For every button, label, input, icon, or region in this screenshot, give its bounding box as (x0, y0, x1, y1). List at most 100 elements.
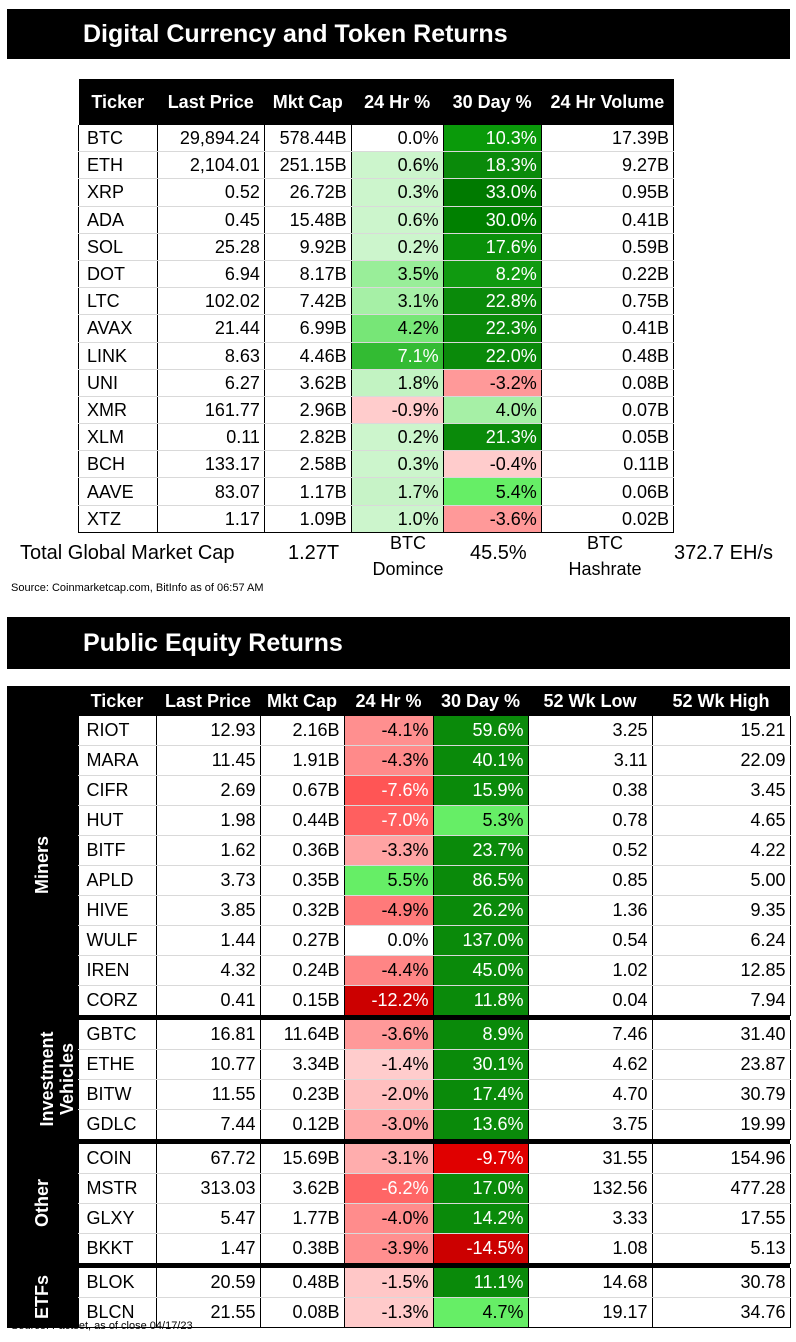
cell-mkt-cap: 1.09B (264, 505, 352, 533)
cell-change-30d: 59.6% (433, 716, 529, 746)
cell-mkt-cap: 7.42B (264, 287, 352, 316)
cell-ticker: BTC (78, 125, 158, 153)
equity-row: CORZ 0.41 0.15B -12.2% 11.8% 0.04 7.94 (7, 985, 791, 1016)
cell-high-52wk: 12.85 (652, 955, 791, 986)
cell-mkt-cap: 0.08B (260, 1297, 345, 1328)
cell-ticker: RIOT (77, 716, 157, 746)
crypto-row: ETH 2,104.01 251.15B 0.6% 18.3% 9.27B (78, 151, 675, 180)
cell-mkt-cap: 0.67B (260, 775, 345, 806)
cell-change-24h: 0.2% (351, 233, 444, 261)
cell-high-52wk: 477.28 (652, 1173, 791, 1204)
cell-ticker: CORZ (77, 985, 157, 1016)
cell-change-24h: -0.9% (351, 396, 444, 425)
equity-row: HIVE 3.85 0.32B -4.9% 26.2% 1.36 9.35 (7, 895, 791, 926)
cell-change-30d: 33.0% (443, 178, 542, 207)
cell-low-52wk: 0.38 (528, 775, 653, 806)
cell-low-52wk: 1.36 (528, 895, 653, 926)
cell-ticker: BLCN (77, 1297, 157, 1328)
crypto-row: LINK 8.63 4.46B 7.1% 22.0% 0.48B (78, 342, 675, 370)
equity-row: BLCN 21.55 0.08B -1.3% 4.7% 19.17 34.76 (7, 1297, 791, 1328)
equity-returns-table: Ticker Last Price Mkt Cap 24 Hr % 30 Day % 52… (7, 686, 791, 1328)
cell-mkt-cap: 11.64B (260, 1020, 345, 1050)
group-separator-cell (7, 1139, 790, 1144)
cell-change-30d: 4.0% (443, 396, 542, 425)
cell-low-52wk: 0.85 (528, 865, 653, 896)
cell-change-30d: 14.2% (433, 1203, 529, 1234)
equity-row: GLXY 5.47 1.77B -4.0% 14.2% 3.33 17.55 (7, 1203, 791, 1234)
btc-hashrate-value: 372.7 EH/s (674, 542, 773, 564)
cell-mkt-cap: 0.24B (260, 955, 345, 986)
btc-dominance-label: BTC Domince (363, 530, 453, 582)
cell-ticker: XTZ (78, 505, 158, 533)
cell-volume-24h: 0.08B (541, 369, 675, 397)
cell-change-24h: -3.9% (344, 1233, 434, 1264)
cell-low-52wk: 132.56 (528, 1173, 653, 1204)
cell-change-24h: -4.3% (344, 745, 434, 776)
cell-change-24h: -1.4% (344, 1049, 434, 1080)
cell-change-30d: 30.1% (433, 1049, 529, 1080)
header-change-24h: 24 Hr % (351, 79, 444, 125)
cell-mkt-cap: 0.27B (260, 925, 345, 956)
cell-mkt-cap: 0.35B (260, 865, 345, 896)
cell-change-24h: 0.3% (351, 178, 444, 207)
cell-change-24h: -3.6% (344, 1020, 434, 1050)
cell-change-30d: 18.3% (443, 151, 542, 180)
cell-last-price: 0.11 (157, 423, 265, 452)
cell-high-52wk: 34.76 (652, 1297, 791, 1328)
cell-change-24h: -1.3% (344, 1297, 434, 1328)
cell-ticker: BLOK (77, 1268, 157, 1298)
cell-last-price: 16.81 (156, 1020, 261, 1050)
cell-ticker: GLXY (77, 1203, 157, 1234)
cell-high-52wk: 5.00 (652, 865, 791, 896)
cell-mkt-cap: 3.62B (260, 1173, 345, 1204)
header-change-30d: 30 Day % (443, 79, 542, 125)
equity-header-row: Ticker Last Price Mkt Cap 24 Hr % 30 Day % 52… (7, 686, 790, 716)
cell-ticker: IREN (77, 955, 157, 986)
cell-last-price: 67.72 (156, 1144, 261, 1174)
group-label-text: Other (32, 1179, 53, 1228)
cell-change-30d: 5.3% (433, 805, 529, 836)
cell-ticker: APLD (77, 865, 157, 896)
cell-last-price: 83.07 (157, 477, 265, 506)
cell-change-24h: 1.7% (351, 477, 444, 506)
cell-ticker: MARA (77, 745, 157, 776)
cell-ticker: ETH (78, 151, 158, 180)
cell-ticker: HUT (77, 805, 157, 836)
cell-change-30d: -3.2% (443, 369, 542, 397)
cell-mkt-cap: 4.46B (264, 342, 352, 370)
cell-change-30d: 22.8% (443, 287, 542, 316)
cell-change-24h: -2.0% (344, 1079, 434, 1110)
cell-low-52wk: 3.25 (528, 716, 653, 746)
cell-last-price: 20.59 (156, 1268, 261, 1298)
cell-volume-24h: 17.39B (541, 125, 675, 153)
cell-last-price: 1.47 (156, 1233, 261, 1264)
cell-ticker: UNI (78, 369, 158, 397)
cell-mkt-cap: 2.16B (260, 716, 345, 746)
cell-change-30d: 15.9% (433, 775, 529, 806)
cell-high-52wk: 5.13 (652, 1233, 791, 1264)
crypto-row: SOL 25.28 9.92B 0.2% 17.6% 0.59B (78, 233, 675, 261)
cell-change-30d: 22.0% (443, 342, 542, 370)
cell-last-price: 10.77 (156, 1049, 261, 1080)
crypto-row: UNI 6.27 3.62B 1.8% -3.2% 0.08B (78, 369, 675, 397)
group-separator (7, 1015, 790, 1020)
cell-change-24h: 3.5% (351, 260, 444, 289)
group-separator (7, 1263, 790, 1268)
cell-last-price: 11.55 (156, 1079, 261, 1110)
cell-last-price: 1.98 (156, 805, 261, 836)
cell-volume-24h: 0.22B (541, 260, 675, 289)
header-last-price: Last Price (156, 686, 260, 716)
cell-mkt-cap: 2.58B (264, 450, 352, 479)
equity-row: ETFs BLOK 20.59 0.48B -1.5% 11.1% 14.68 30.78 (7, 1268, 791, 1328)
cell-mkt-cap: 6.99B (264, 314, 352, 343)
cell-change-30d: 17.0% (433, 1173, 529, 1204)
cell-low-52wk: 1.02 (528, 955, 653, 986)
cell-low-52wk: 4.70 (528, 1079, 653, 1110)
cell-mkt-cap: 8.17B (264, 260, 352, 289)
cell-last-price: 102.02 (157, 287, 265, 316)
cell-low-52wk: 4.62 (528, 1049, 653, 1080)
cell-change-24h: 3.1% (351, 287, 444, 316)
group-separator-cell (7, 1015, 790, 1020)
equity-row: Miners RIOT 12.93 2.16B -4.1% 59.6% 3.25 15.21 (7, 716, 791, 1016)
cell-last-price: 25.28 (157, 233, 265, 261)
